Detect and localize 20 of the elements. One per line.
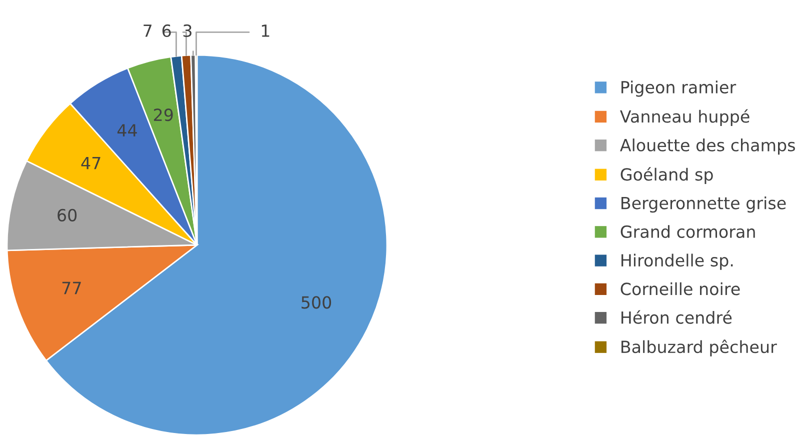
legend-label: Balbuzard pêcheur [622, 340, 777, 356]
data-label: 29 [154, 108, 173, 122]
data-label: 7 [144, 24, 152, 37]
data-label: 6 [162, 24, 171, 38]
legend-label: Pigeon ramier [622, 80, 736, 97]
data-label: 500 [302, 296, 332, 309]
data-label: 47 [81, 157, 100, 170]
legend-label: Bergeronnette grise [622, 196, 786, 213]
legend-label: Corneille noire [620, 282, 740, 296]
data-label: 60 [58, 208, 77, 222]
legend-label: Alouette des champs [620, 138, 795, 155]
legend-label: Goéland sp [620, 167, 713, 184]
legend-label: Grand cormoran [620, 225, 755, 238]
data-label: 1 [262, 24, 270, 37]
legend-label: Hirondelle sp. [622, 254, 733, 270]
legend-label: Héron cendré [622, 310, 732, 324]
data-label: 3 [183, 24, 192, 38]
data-label: 77 [62, 282, 81, 294]
legend-label: Vanneau huppé [620, 109, 750, 126]
data-label: 44 [117, 124, 137, 136]
